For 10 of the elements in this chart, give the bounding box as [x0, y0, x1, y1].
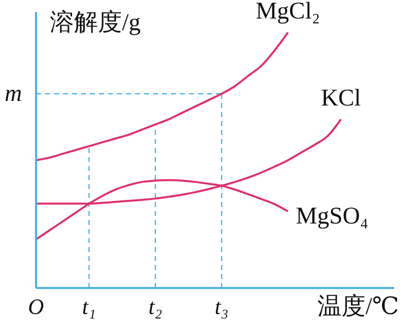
series-label: KCl	[320, 85, 362, 112]
x-tick-label: t₁	[82, 294, 96, 319]
x-axis-title: 温度/℃	[317, 292, 399, 322]
y-axis-title: 溶解度/g	[50, 8, 141, 38]
ref-line-label: m	[4, 80, 22, 107]
x-tick-label: O	[28, 294, 44, 319]
series-label: MgSO₄	[296, 203, 368, 230]
x-tick-label: t₃	[214, 294, 229, 319]
x-tick-label: t₂	[148, 294, 163, 319]
series-label: MgCl₂	[256, 0, 320, 24]
